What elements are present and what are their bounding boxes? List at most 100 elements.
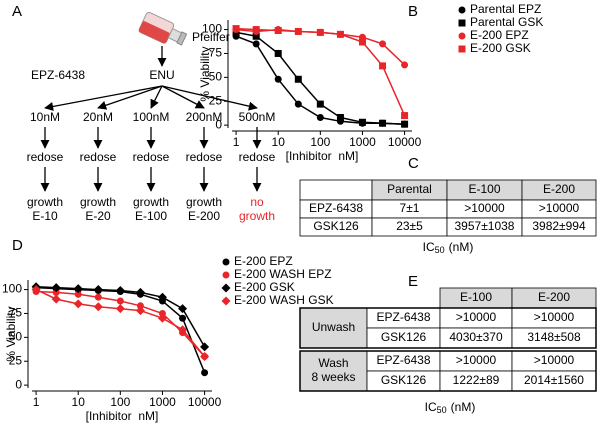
y-tick-label: 75 — [209, 46, 223, 60]
marker — [294, 100, 302, 108]
row-label: EPZ-6438 — [376, 353, 430, 367]
legend-label: E-200 GSK — [234, 280, 295, 294]
arrow — [161, 85, 205, 109]
marker — [116, 297, 124, 305]
panel-label: B — [408, 3, 418, 20]
marker — [31, 285, 41, 295]
column-header: E-200 — [543, 182, 575, 196]
marker — [178, 325, 188, 335]
marker — [179, 314, 187, 322]
marker — [74, 290, 82, 298]
marker — [252, 32, 260, 40]
dose: 500nM — [239, 110, 276, 124]
step: redose — [239, 150, 276, 164]
legend-label: E-200 GSK — [470, 41, 531, 55]
arrow — [150, 85, 163, 109]
table-value: 2014±1560 — [524, 373, 584, 387]
marker — [379, 119, 387, 127]
outcome: growth — [186, 195, 222, 209]
marker — [458, 6, 466, 14]
caption-unit: (nM) — [449, 240, 474, 254]
x-tick-label: 10 — [72, 395, 86, 409]
group-label: 8 weeks — [311, 370, 355, 384]
y-tick-label: 0 — [15, 377, 22, 391]
arrow — [44, 85, 163, 111]
marker — [51, 294, 61, 304]
outcome: growth — [27, 195, 63, 209]
marker — [52, 288, 60, 296]
caption-main: IC — [423, 240, 435, 254]
marker — [157, 292, 167, 302]
marker — [458, 19, 466, 27]
legend-label: Parental EPZ — [470, 2, 541, 16]
caption-main: IC — [425, 400, 437, 414]
panel-label: A — [12, 3, 22, 20]
table-value: 3982±994 — [532, 219, 586, 233]
row-label: GSK126 — [381, 330, 427, 344]
marker — [358, 118, 366, 126]
marker — [252, 26, 260, 34]
outcome: E-200 — [188, 209, 220, 223]
marker — [200, 342, 210, 352]
marker — [115, 286, 125, 296]
y-tick-label: 0 — [215, 117, 222, 131]
row-label: EPZ-6438 — [309, 201, 363, 215]
x-tick-label: 100 — [110, 395, 130, 409]
column-header: E-100 — [460, 290, 492, 304]
marker — [93, 302, 103, 312]
table-value: >10000 — [464, 201, 505, 215]
drug: EPZ-6438 — [31, 68, 85, 82]
step: redose — [133, 150, 170, 164]
marker — [401, 120, 409, 128]
marker — [158, 309, 166, 317]
table-value: 3957±1038 — [455, 219, 515, 233]
group-border — [299, 307, 597, 349]
outcome: growth — [239, 209, 275, 223]
panel-label: D — [12, 237, 23, 254]
marker — [73, 284, 83, 294]
cell-line: Pfeiffer — [192, 30, 230, 44]
x-tick-label: 1 — [233, 135, 240, 149]
marker — [221, 283, 231, 293]
series-line — [36, 285, 206, 348]
marker — [201, 369, 209, 377]
table-value: 4030±370 — [449, 330, 503, 344]
marker — [274, 49, 282, 57]
table-caption: IC50 (nM) — [425, 400, 476, 415]
column-header: E-200 — [538, 290, 570, 304]
step: redose — [186, 150, 223, 164]
marker — [157, 313, 167, 323]
marker — [178, 304, 188, 314]
caption-unit: (nM) — [451, 400, 476, 414]
flask-icon — [138, 11, 188, 46]
marker — [316, 100, 324, 108]
x-axis-label: [Inhibitor nM] — [86, 409, 159, 423]
panel-label: E — [408, 273, 418, 290]
panel-label: C — [408, 155, 419, 172]
x-tick-label: 1000 — [149, 395, 176, 409]
x-axis-label: [Inhibitor nM] — [286, 149, 359, 163]
outcome: no — [250, 195, 264, 209]
marker — [379, 62, 387, 70]
marker — [316, 113, 324, 121]
marker — [135, 306, 145, 316]
marker — [294, 75, 302, 83]
marker — [274, 75, 282, 83]
table-cell — [521, 217, 597, 237]
marker — [252, 40, 260, 48]
group-label: Wash — [318, 356, 348, 370]
y-axis-label: % Viability — [198, 46, 212, 101]
marker — [458, 45, 466, 53]
marker — [93, 285, 103, 295]
marker — [336, 30, 344, 38]
x-tick-label: 10000 — [188, 395, 222, 409]
table-value: >10000 — [534, 353, 575, 367]
marker — [73, 299, 83, 309]
table-value: 7±1 — [400, 201, 420, 215]
marker — [316, 28, 324, 36]
x-tick-label: 1 — [33, 395, 40, 409]
dose: 10nM — [30, 110, 60, 124]
legend-label: Parental GSK — [470, 15, 543, 29]
marker — [336, 113, 344, 121]
step: redose — [80, 150, 117, 164]
